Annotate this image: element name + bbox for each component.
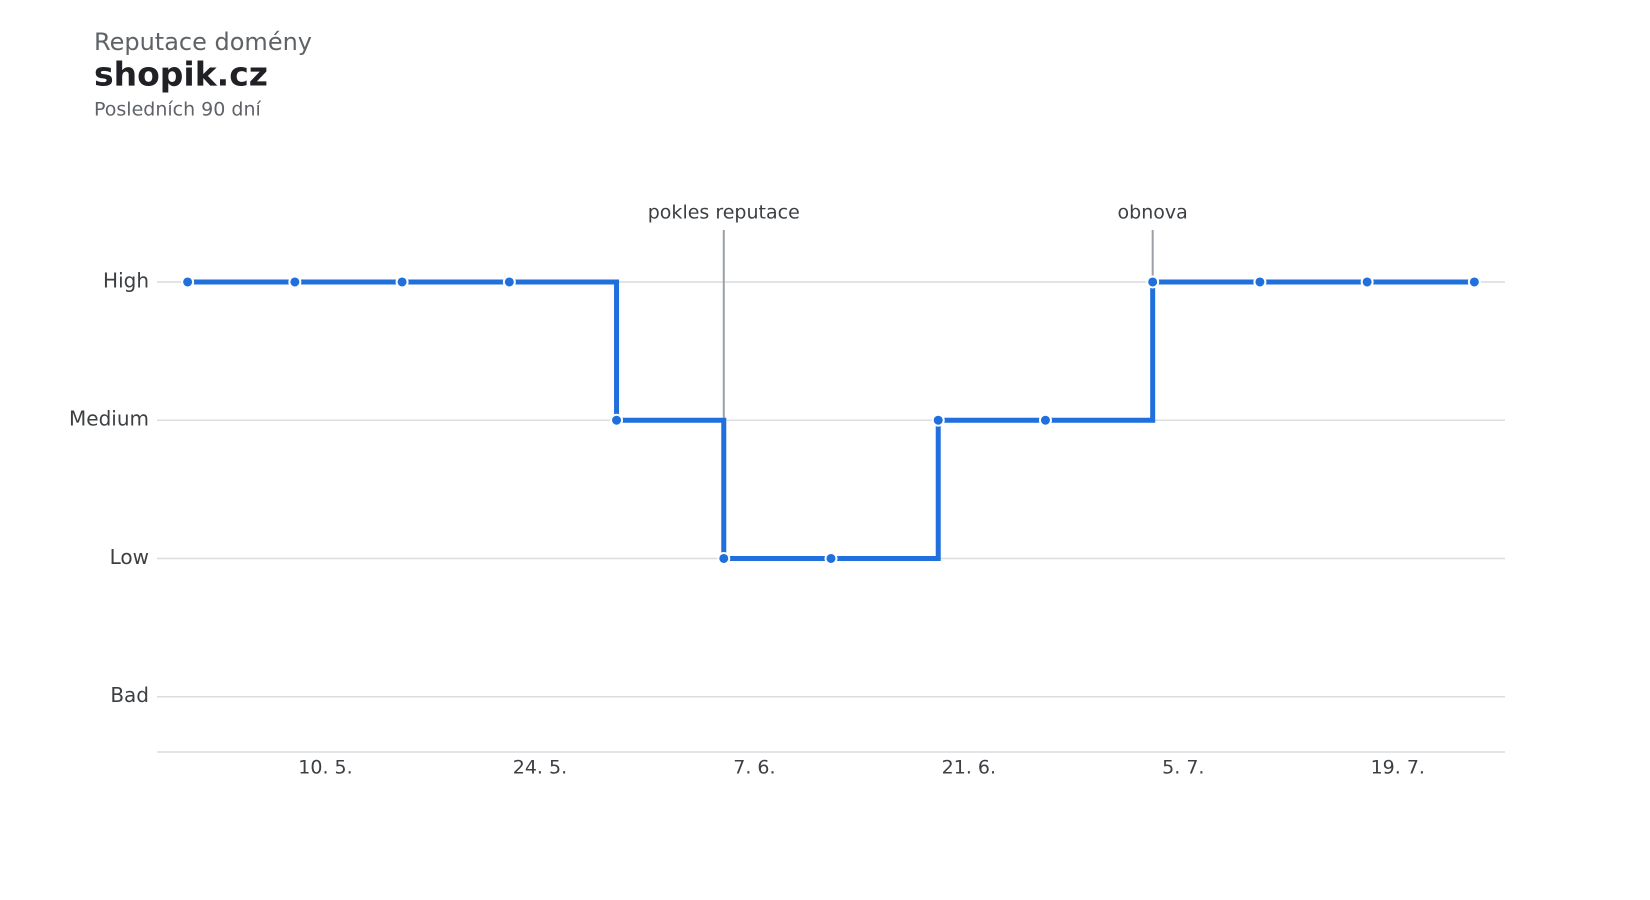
point (288, 275, 302, 289)
annotation-text: obnova (1118, 202, 1188, 224)
x-tick-label: 10. 5. (298, 757, 352, 779)
y-tick-label: Bad (110, 683, 149, 707)
point (1253, 275, 1267, 289)
point (1467, 275, 1481, 289)
point (1360, 275, 1374, 289)
x-tick-label: 7. 6. (733, 757, 775, 779)
y-tick-label: Low (110, 545, 149, 569)
chart-heading: shopik.cz (94, 55, 268, 94)
point (717, 551, 731, 565)
point (1038, 413, 1052, 427)
x-tick-label: 19. 7. (1371, 757, 1425, 779)
x-tick-label: 5. 7. (1162, 757, 1204, 779)
point (931, 413, 945, 427)
y-tick-label: Medium (69, 407, 149, 431)
y-tick-label: High (103, 268, 149, 292)
point (502, 275, 516, 289)
x-tick-label: 24. 5. (513, 757, 567, 779)
point (824, 551, 838, 565)
point (1146, 275, 1160, 289)
point (181, 275, 195, 289)
chart-subtitle: Posledních 90 dní (94, 99, 262, 121)
chart-title: Reputace domény (94, 28, 312, 56)
x-tick-label: 21. 6. (942, 757, 996, 779)
annotation-text: pokles reputace (648, 202, 800, 224)
point (610, 413, 624, 427)
point (395, 275, 409, 289)
